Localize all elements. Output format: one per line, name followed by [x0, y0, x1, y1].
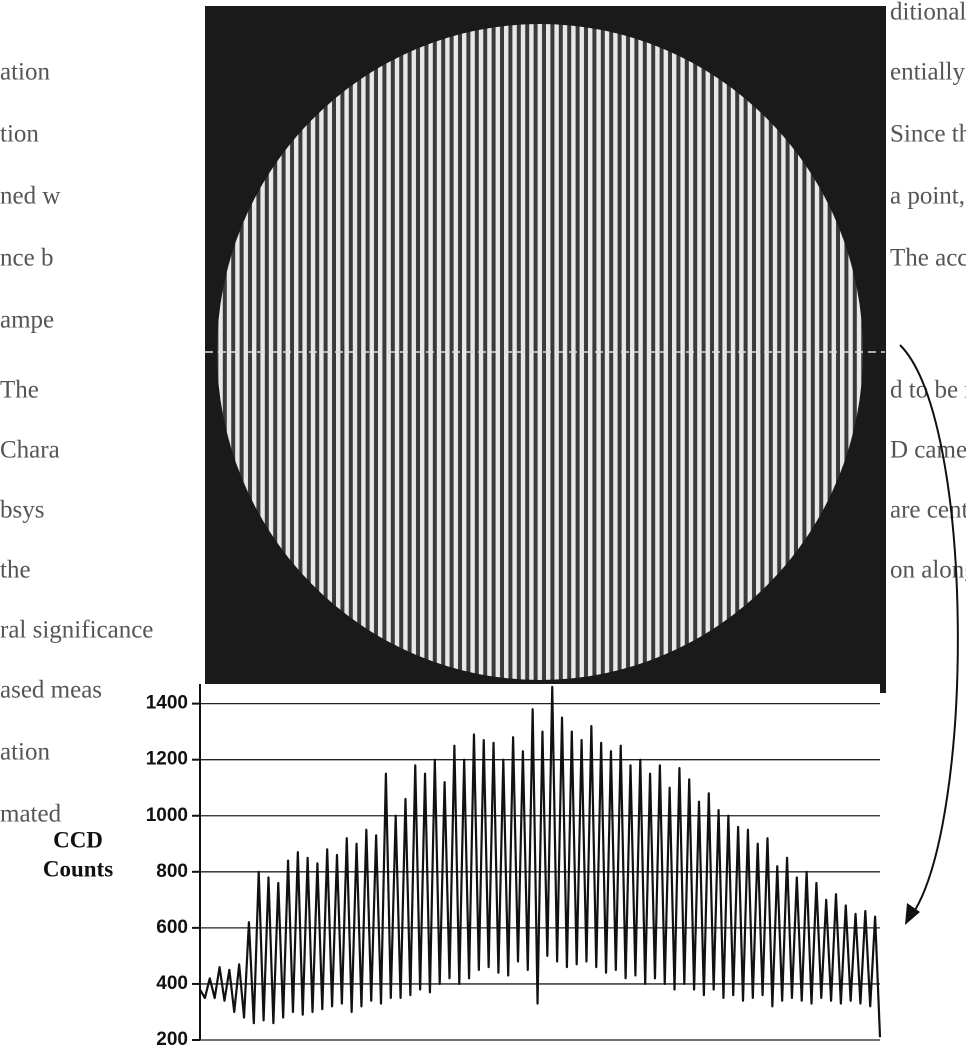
y-tick-label: 1400: [146, 693, 188, 714]
text-fragment: bsys: [0, 497, 44, 524]
y-tick-label: 1200: [146, 749, 188, 770]
y-tick-label: 800: [156, 861, 188, 882]
arrow: [899, 344, 959, 925]
text-fragment: ned w: [0, 183, 60, 210]
text-fragment: are centered p: [890, 497, 966, 524]
y-tick-label: 400: [156, 973, 188, 994]
text-fragment: The: [0, 377, 39, 404]
text-fragment: tion: [0, 121, 39, 148]
text-fragment: ampe: [0, 307, 54, 334]
text-fragment: d to be reso: [890, 377, 966, 404]
fringe-photo: [205, 6, 886, 693]
text-fragment: nce b: [0, 245, 53, 272]
body-text: ditionally, pr ation entially inc tion Since…: [0, 0, 966, 828]
text-fragment: ation: [0, 59, 50, 86]
y-tick-label: 1000: [146, 805, 188, 826]
y-axis-label: CCD: [53, 827, 103, 852]
text-fragment: ral significance: [0, 617, 153, 644]
text-fragment: the: [0, 557, 31, 584]
text-fragment: entially inc: [890, 59, 966, 86]
y-axis-label: Counts: [43, 856, 113, 881]
text-fragment: mated: [0, 801, 62, 828]
text-fragment: a point, the c: [890, 183, 966, 210]
text-fragment: Since the: [890, 121, 966, 148]
text-fragment: ased meas: [0, 677, 102, 704]
text-fragment: ditionally, pr: [890, 0, 966, 26]
chart: 200 400 600 800 1000 1200 1400 CCD Counts: [43, 684, 882, 1050]
data-line: [199, 685, 882, 1038]
text-fragment: The accuracy: [890, 245, 966, 272]
text-fragment: ation: [0, 739, 50, 766]
text-fragment: D camera p: [890, 437, 966, 464]
y-tick-label: 200: [156, 1029, 188, 1050]
text-fragment: Chara: [0, 437, 60, 464]
text-fragment: on along: [890, 557, 966, 584]
y-tick-label: 600: [156, 917, 188, 938]
